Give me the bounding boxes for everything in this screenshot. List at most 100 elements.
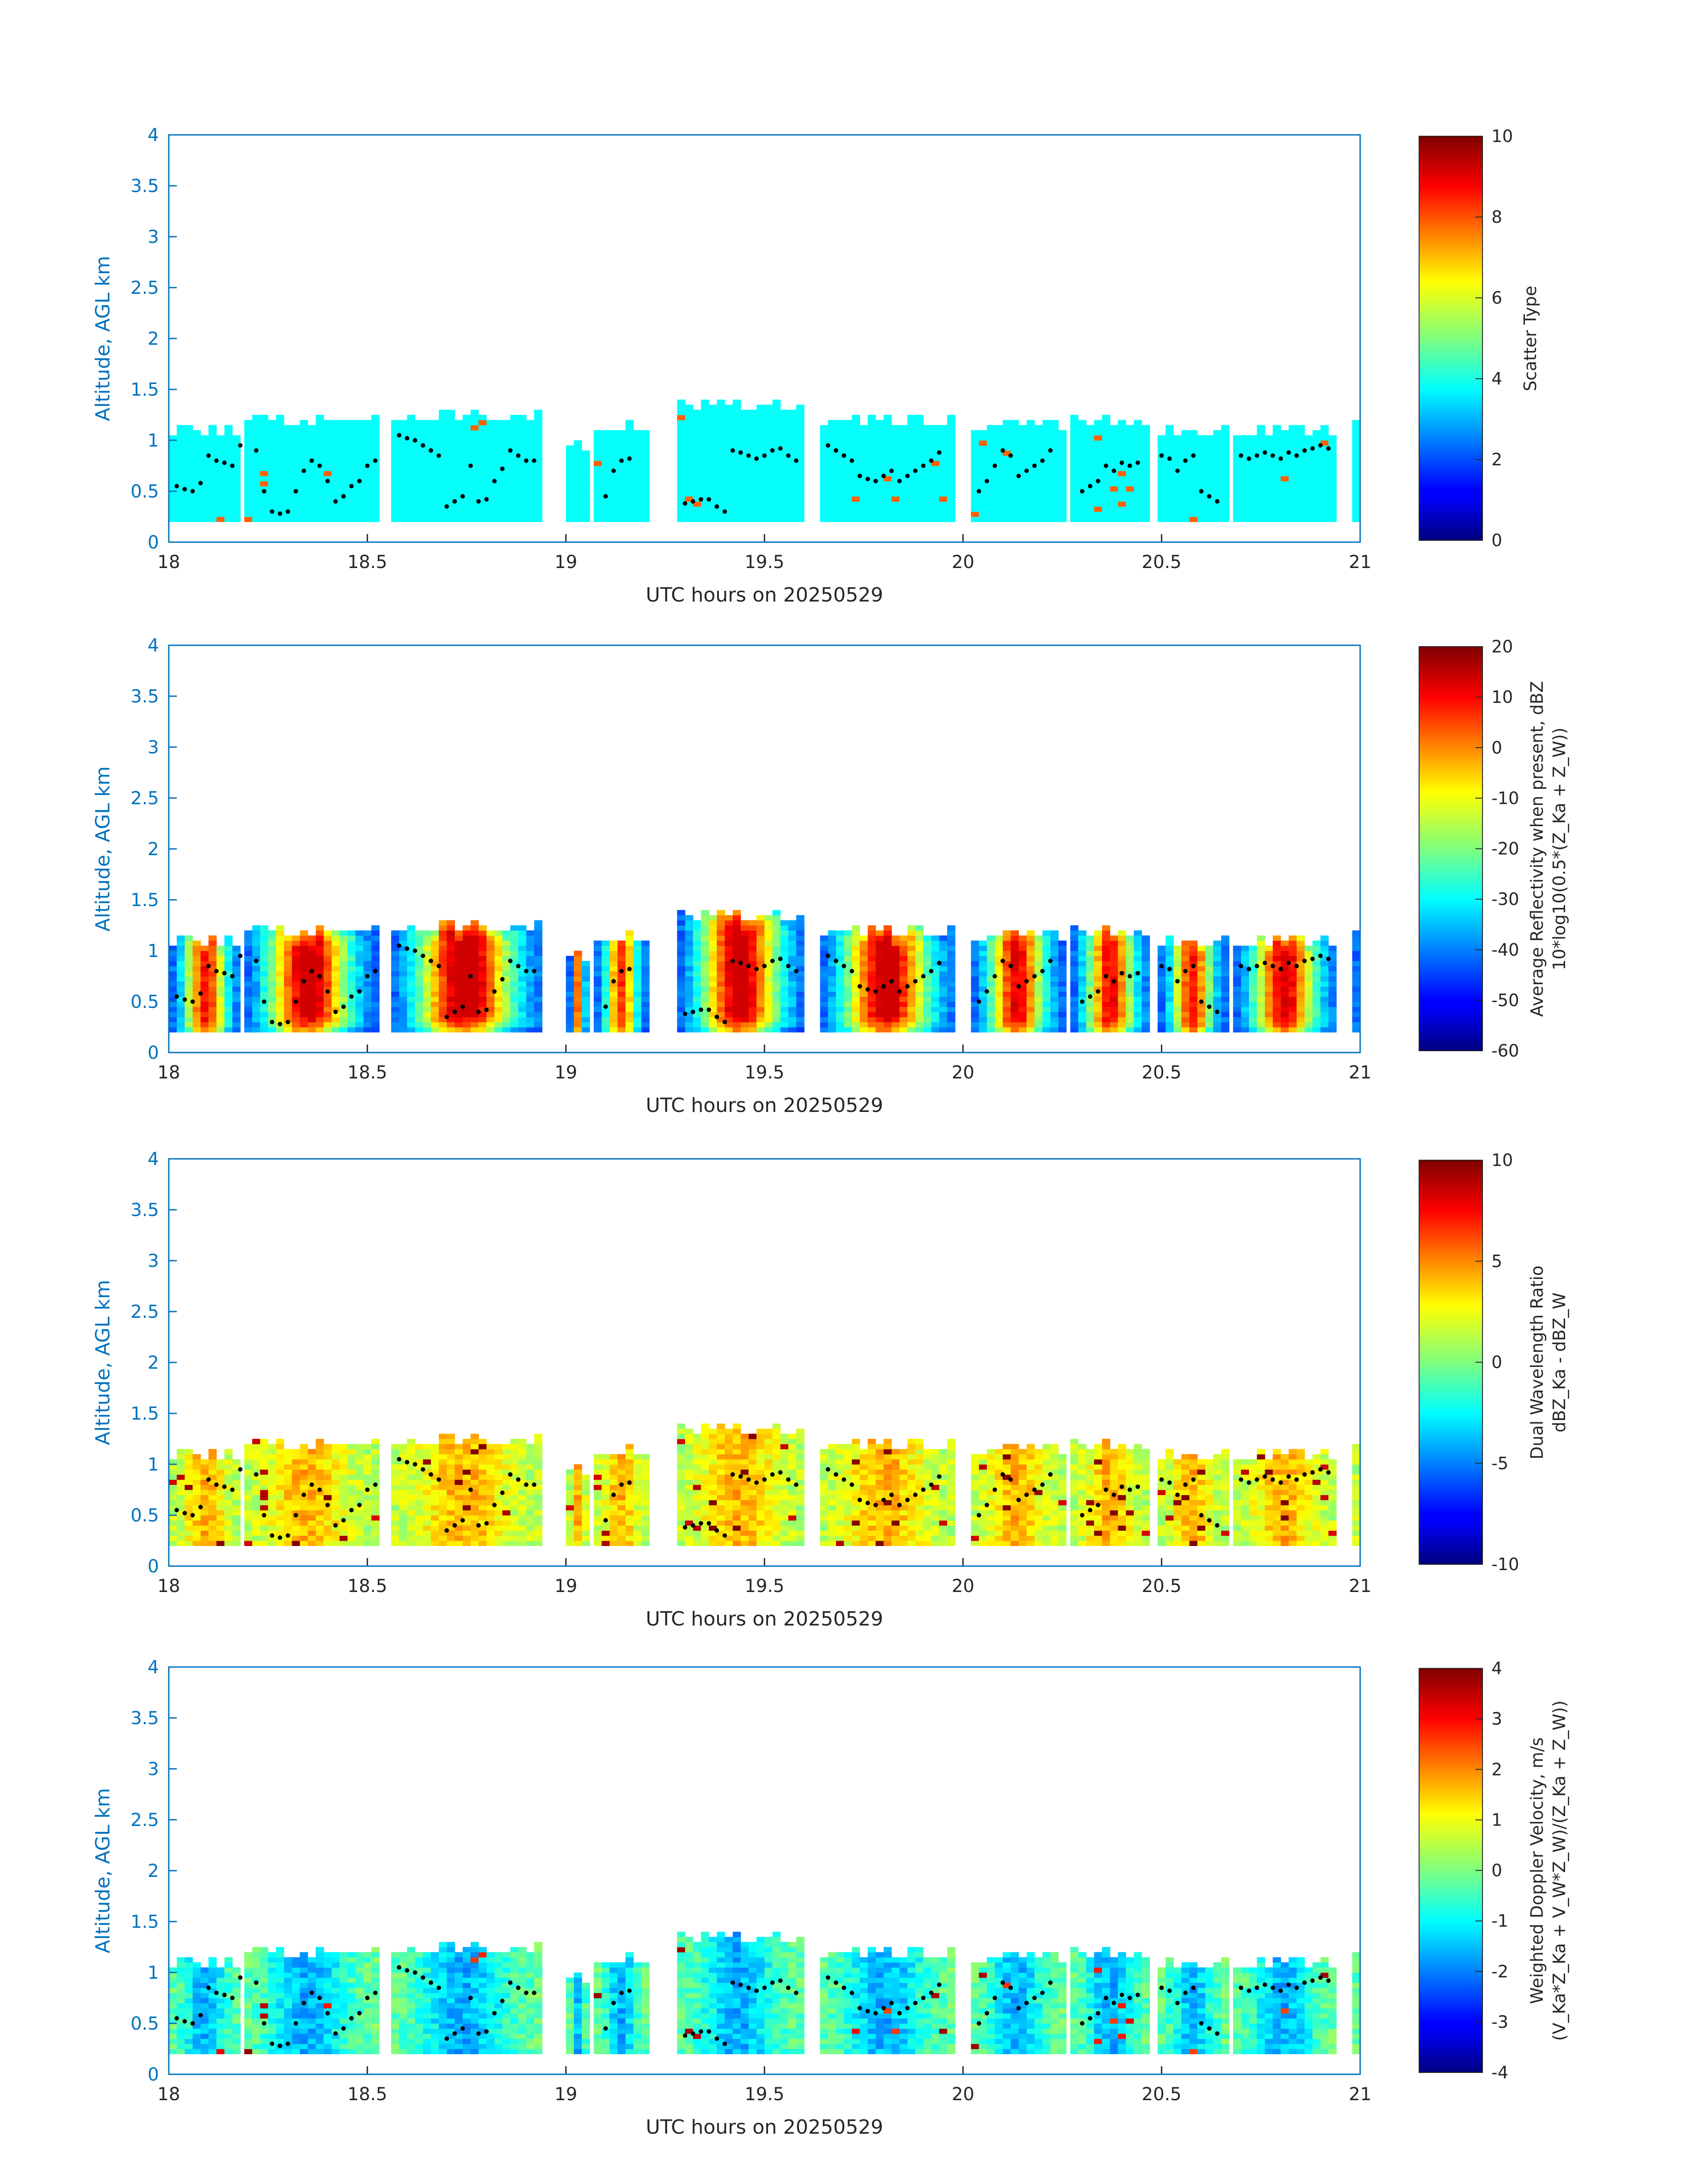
heatmap-cell [764, 435, 773, 441]
heatmap-cell [740, 476, 749, 481]
heatmap-cell [1320, 455, 1329, 461]
heatmap-cell [931, 425, 940, 430]
heatmap-cell [478, 956, 487, 961]
heatmap-cell [252, 476, 261, 481]
heatmap-cell [876, 940, 884, 946]
heatmap-cell [796, 455, 805, 461]
heatmap-cell [284, 945, 292, 951]
heatmap-cell [1352, 455, 1361, 461]
heatmap-cell [423, 1027, 431, 1032]
heatmap-cell [1312, 455, 1321, 461]
heatmap-cell [1126, 455, 1134, 461]
heatmap-cell [1058, 486, 1067, 492]
heatmap-cell [1197, 460, 1206, 466]
heatmap-cell [323, 961, 332, 966]
heatmap-cell [252, 511, 261, 517]
heatmap-cell [593, 1027, 602, 1032]
heatmap-cell [836, 445, 844, 451]
heatmap-cell [788, 409, 797, 415]
heatmap-cell [316, 976, 324, 982]
heatmap-cell [1011, 1002, 1019, 1007]
cloud-base-point [508, 448, 513, 453]
heatmap-cell [415, 435, 423, 441]
heatmap-cell [1288, 440, 1297, 446]
heatmap-cell [216, 976, 225, 982]
heatmap-cell [391, 466, 400, 471]
heatmap-cell [610, 486, 618, 492]
heatmap-cell [693, 930, 702, 936]
heatmap-cell [796, 511, 805, 517]
heatmap-cell [574, 440, 582, 446]
heatmap-cell [292, 445, 301, 451]
heatmap-cell [717, 961, 725, 966]
heatmap-cell [617, 511, 626, 517]
heatmap-cell [300, 1011, 308, 1017]
heatmap-cell [1257, 455, 1265, 461]
heatmap-cell [216, 981, 225, 987]
heatmap-cell [1102, 430, 1111, 436]
axes-frame [168, 134, 1361, 543]
heatmap-cell [1034, 951, 1043, 956]
heatmap-cell [764, 491, 773, 497]
heatmap-cell [363, 1017, 372, 1023]
heatmap-cell [633, 455, 642, 461]
heatmap-cell [828, 1017, 836, 1023]
heatmap-cell [268, 455, 276, 461]
heatmap-cell [740, 409, 749, 415]
heatmap-cell [1126, 986, 1134, 992]
heatmap-cell [300, 940, 308, 946]
heatmap-cell [796, 501, 805, 507]
heatmap-cell [1233, 476, 1241, 481]
heatmap-cell [1273, 471, 1281, 476]
heatmap-cell [300, 935, 308, 941]
heatmap-cell [701, 1027, 710, 1032]
heatmap-cell [339, 481, 348, 487]
heatmap-cell [868, 940, 876, 946]
heatmap-cell [748, 455, 757, 461]
heatmap-cell [1213, 466, 1222, 471]
heatmap-cell [184, 450, 193, 456]
heatmap-cell [740, 1027, 749, 1032]
heatmap-cell [1042, 1027, 1051, 1032]
heatmap-cell [463, 435, 471, 441]
heatmap-cell [907, 956, 916, 961]
heatmap-cell [1304, 440, 1313, 446]
heatmap-cell [339, 466, 348, 471]
heatmap-cell [1110, 460, 1119, 466]
heatmap-cell [463, 486, 471, 492]
heatmap-cell [1019, 1002, 1027, 1007]
heatmap-cell [1078, 935, 1086, 941]
heatmap-cell [772, 1011, 781, 1017]
cloud-base-point [254, 448, 259, 453]
heatmap-cell [1197, 491, 1206, 497]
heatmap-cell [868, 1027, 876, 1032]
heatmap-cell [748, 951, 757, 956]
heatmap-cell [899, 435, 908, 441]
cloud-base-point [349, 484, 354, 489]
heatmap-cell [939, 1007, 948, 1012]
heatmap-cell [1058, 440, 1067, 446]
heatmap-cell [820, 455, 828, 461]
heatmap-cell [208, 481, 217, 487]
heatmap-cell [566, 991, 574, 997]
heatmap-cell [184, 981, 193, 987]
heatmap-cell [184, 476, 193, 481]
heatmap-cell [1027, 450, 1035, 456]
heatmap-cell [617, 1002, 626, 1007]
heatmap-cell [1042, 496, 1051, 502]
heatmap-cell [868, 981, 876, 987]
heatmap-cell [931, 935, 940, 941]
cloud-base-point [1016, 473, 1021, 478]
heatmap-cell [347, 1017, 356, 1023]
heatmap-cell [502, 1022, 511, 1028]
heatmap-cell [391, 440, 400, 446]
heatmap-cell [407, 976, 415, 982]
heatmap-cell [788, 935, 797, 941]
heatmap-cell [510, 506, 519, 512]
heatmap-cell [407, 425, 415, 430]
heatmap-cell [232, 966, 241, 972]
heatmap-cell [371, 996, 380, 1002]
heatmap-cell [685, 476, 693, 481]
heatmap-cell [788, 486, 797, 492]
heatmap-cell [391, 971, 400, 977]
